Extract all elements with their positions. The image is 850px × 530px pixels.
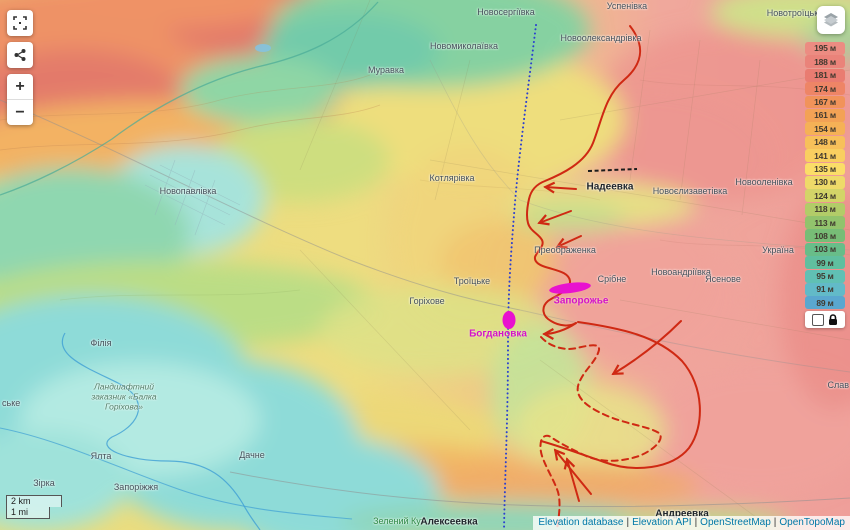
legend-item-154: 154 м <box>805 122 845 136</box>
zoom-control: + − <box>7 74 33 125</box>
legend-item-161: 161 м <box>805 108 845 122</box>
legend-item-141: 141 м <box>805 149 845 163</box>
legend-item-188: 188 м <box>805 55 845 69</box>
rivers <box>0 1 379 530</box>
layers-icon <box>824 13 838 27</box>
zoom-in-button[interactable]: + <box>15 77 25 95</box>
zoom-divider <box>7 99 33 100</box>
attribution-separator: | <box>626 517 630 528</box>
fullscreen-icon <box>13 16 27 30</box>
legend-checkbox[interactable] <box>812 313 824 326</box>
attribution-link-openstreetmap[interactable]: OpenStreetMap <box>700 517 771 528</box>
legend-item-103: 103 м <box>805 242 845 256</box>
legend-item-108: 108 м <box>805 229 845 243</box>
scale-km: 2 km <box>6 495 62 507</box>
scale-mi: 1 mi <box>6 507 50 519</box>
field-grid-lines <box>299 0 850 521</box>
magenta-ellipse-zaporozhye <box>549 282 591 294</box>
magenta-blob-bohdanovka <box>502 311 516 329</box>
legend-item-89: 89 м <box>805 296 845 310</box>
red-arrow-1 <box>543 181 577 194</box>
boundary-line <box>503 24 537 530</box>
elevation-legend: 195 м 188 м 181 м 174 м 167 м 161 м 154 м 148 м… <box>805 42 845 329</box>
legend-items: 195 м 188 м 181 м 174 м 167 м 161 м 154 м 148 м… <box>805 42 845 310</box>
attribution-bar: Elevation database | Elevation API | OpenStr… <box>533 516 850 530</box>
contour-lines <box>0 74 850 301</box>
legend-item-113: 113 м <box>805 216 845 229</box>
layers-button[interactable] <box>817 6 845 34</box>
red-arrow-2 <box>537 210 572 226</box>
red-bottom-arrow-2 <box>563 457 580 502</box>
share-icon <box>14 49 26 61</box>
legend-item-167: 167 м <box>805 95 845 109</box>
magenta-markers <box>502 282 591 329</box>
attribution-link-elevation-api[interactable]: Elevation API <box>632 517 692 528</box>
legend-item-148: 148 м <box>805 135 845 149</box>
legend-footer <box>805 311 845 329</box>
attribution-separator: | <box>694 517 698 528</box>
legend-item-195: 195 м <box>805 42 845 55</box>
attribution-separator: | <box>773 517 777 528</box>
legend-item-118: 118 м <box>805 202 845 216</box>
red-front-line <box>525 25 642 327</box>
attribution-link-opentopomap[interactable]: OpenTopoMap <box>779 517 845 528</box>
red-diagonal-arrow <box>611 320 682 375</box>
red-dashed-route <box>539 336 662 530</box>
roads <box>0 59 850 508</box>
fullscreen-button[interactable] <box>7 10 33 36</box>
scale-control: 2 km 1 mi <box>6 495 62 519</box>
red-uturn-arrow <box>542 322 577 340</box>
legend-item-95: 95 м <box>805 269 845 283</box>
attribution-link-elevation-database[interactable]: Elevation database <box>538 517 624 528</box>
legend-item-135: 135 м <box>805 162 845 176</box>
red-arrow-3 <box>555 235 582 249</box>
red-bottom-arrow-1 <box>553 448 592 495</box>
legend-item-130: 130 м <box>805 175 845 189</box>
dashed-front-line <box>587 168 638 172</box>
legend-item-91: 91 м <box>805 283 845 296</box>
legend-item-174: 174 м <box>805 82 845 96</box>
legend-item-124: 124 м <box>805 189 845 203</box>
annotation-arrows <box>525 25 701 530</box>
legend-item-99: 99 м <box>805 256 845 270</box>
share-button[interactable] <box>7 42 33 68</box>
zoom-out-button[interactable]: − <box>15 103 25 121</box>
legend-item-181: 181 м <box>805 68 845 82</box>
lock-icon[interactable] <box>828 314 838 326</box>
